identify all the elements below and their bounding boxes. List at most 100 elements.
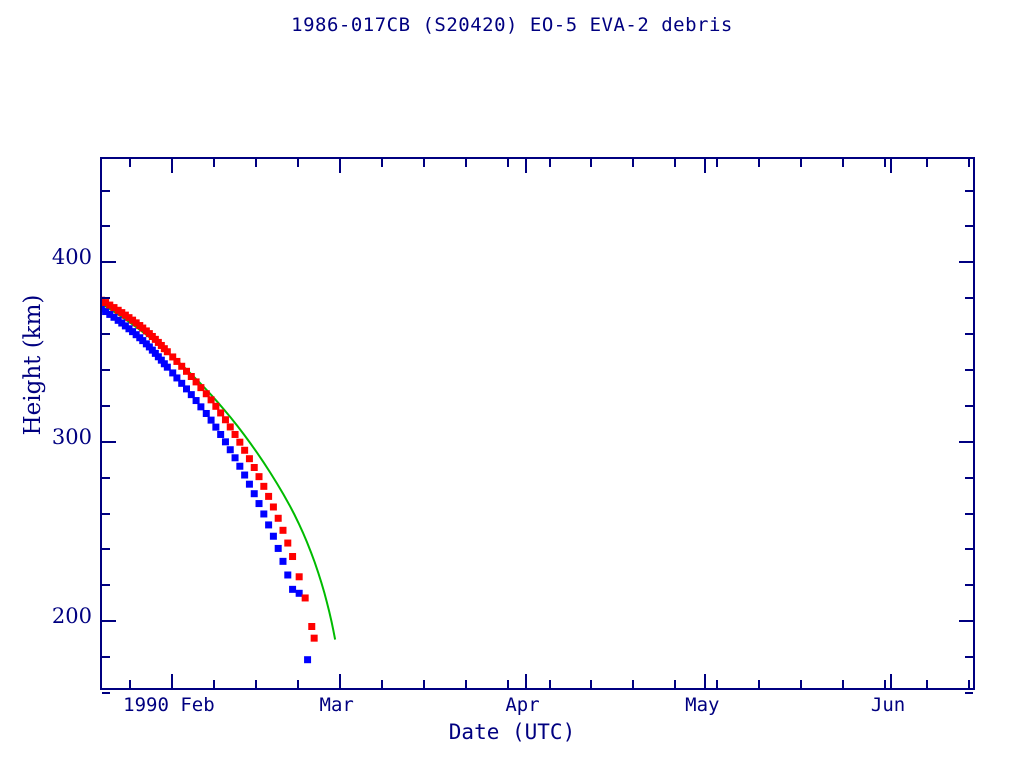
- x-tick-label: Jun: [870, 694, 906, 716]
- apogee-marker: [274, 514, 282, 522]
- perigee-marker: [279, 557, 287, 565]
- axis-tick: [632, 680, 635, 688]
- axis-tick: [102, 512, 110, 515]
- axis-tick: [170, 159, 173, 173]
- axis-tick: [102, 225, 110, 228]
- axis-tick: [102, 620, 116, 623]
- perigee-marker: [221, 438, 229, 446]
- perigee-marker: [295, 589, 303, 597]
- apogee-marker: [106, 301, 114, 309]
- plot-canvas: [102, 296, 337, 664]
- apogee-marker: [255, 473, 263, 481]
- apogee-marker: [178, 362, 186, 370]
- axis-tick: [170, 674, 173, 688]
- axis-tick: [254, 159, 257, 167]
- perigee-marker: [192, 397, 200, 405]
- axis-tick: [422, 159, 425, 167]
- axis-tick: [338, 674, 341, 688]
- apogee-marker: [231, 430, 239, 438]
- plot-area: [100, 157, 975, 694]
- axis-tick: [129, 680, 131, 688]
- apogee-marker: [132, 319, 140, 327]
- perigee-marker: [102, 308, 110, 316]
- axis-tick: [959, 620, 973, 623]
- perigee-marker: [139, 337, 147, 345]
- apogee-marker: [187, 373, 195, 381]
- apogee-marker: [125, 314, 133, 322]
- axis-tick: [800, 159, 803, 167]
- axis-tick: [965, 189, 973, 192]
- axis-tick: [102, 261, 116, 264]
- axis-tick: [758, 159, 761, 167]
- x-tick-label: Apr: [505, 694, 540, 716]
- axis-tick: [965, 404, 973, 407]
- apogee-marker: [129, 316, 137, 324]
- perigee-marker: [231, 454, 239, 462]
- apogee-marker: [221, 416, 229, 424]
- axis-tick: [524, 674, 527, 688]
- axis-tick: [102, 548, 110, 551]
- axis-tick: [926, 680, 929, 688]
- axis-tick: [548, 680, 551, 688]
- apogee-marker: [250, 463, 258, 471]
- perigee-marker: [260, 510, 268, 518]
- axis-tick: [890, 674, 893, 688]
- axis-tick: [338, 159, 341, 173]
- axis-tick: [716, 159, 719, 167]
- perigee-marker: [129, 328, 137, 336]
- perigee-marker: [226, 446, 234, 454]
- x-tick-label: Mar: [319, 694, 354, 716]
- perigee-marker: [132, 331, 140, 339]
- axis-tick: [464, 680, 467, 688]
- axis-tick: [965, 584, 973, 587]
- apogee-marker: [265, 492, 273, 500]
- perigee-marker: [255, 500, 263, 508]
- perigee-marker: [106, 310, 114, 318]
- page-title: 1986-017CB (S20420) EO-5 EVA-2 debris: [291, 14, 733, 36]
- apogee-marker: [260, 482, 268, 490]
- axis-tick: [884, 680, 887, 688]
- apogee-marker: [183, 367, 190, 375]
- apogee-marker: [139, 324, 147, 332]
- perigee-marker: [269, 532, 277, 540]
- apogee-marker: [226, 423, 234, 431]
- axis-tick: [102, 297, 110, 300]
- perigee-marker: [217, 430, 225, 438]
- perigee-marker: [241, 471, 249, 479]
- y-tick-label: 300: [51, 424, 92, 449]
- apogee-marker: [207, 396, 215, 404]
- apogee-marker: [212, 402, 220, 410]
- perigee-marker: [284, 571, 292, 579]
- perigee-marker: [207, 416, 215, 424]
- apogee-marker: [114, 306, 122, 314]
- axis-tick: [590, 680, 593, 688]
- apogee-marker: [118, 309, 126, 317]
- axis-tick: [968, 159, 970, 167]
- perigee-marker: [110, 313, 118, 321]
- axis-tick: [102, 404, 110, 407]
- x-tick-label: 1990 Feb: [123, 694, 215, 716]
- apogee-marker: [301, 594, 309, 602]
- perigee-marker: [212, 423, 220, 431]
- apogee-marker: [241, 446, 249, 454]
- perigee-marker: [250, 490, 258, 498]
- axis-tick: [704, 674, 707, 688]
- axis-tick: [926, 159, 929, 167]
- apogee-marker: [308, 623, 316, 630]
- axis-tick: [965, 512, 973, 515]
- apogee-marker: [110, 304, 118, 312]
- axis-tick: [758, 680, 761, 688]
- apogee-marker: [279, 526, 287, 534]
- axis-tick: [965, 297, 973, 300]
- perigee-marker: [289, 585, 297, 593]
- perigee-marker-group: [102, 305, 312, 664]
- perigee-marker: [178, 379, 186, 387]
- axis-tick: [296, 159, 299, 167]
- perigee-marker: [245, 480, 253, 488]
- axis-tick: [590, 159, 593, 167]
- axis-tick: [102, 333, 110, 336]
- axis-tick: [716, 680, 719, 688]
- axis-tick: [842, 159, 845, 167]
- x-tick-label: May: [685, 694, 720, 716]
- axis-tick: [506, 159, 509, 167]
